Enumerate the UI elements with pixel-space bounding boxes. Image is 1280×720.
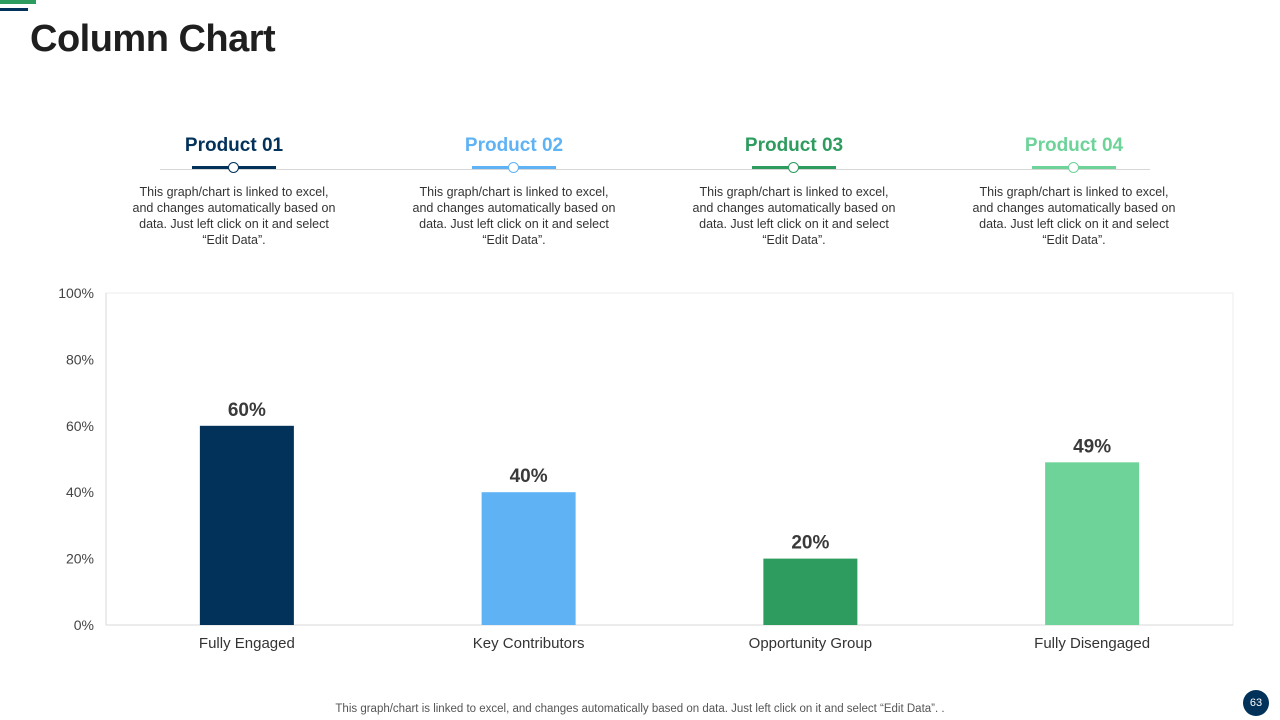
product-underline <box>472 162 556 173</box>
accent-bar-secondary <box>0 8 28 11</box>
accent-bar <box>0 0 36 4</box>
product-card-3: Product 03 This graph/chart is linked to… <box>684 133 904 248</box>
product-title: Product 03 <box>744 135 844 156</box>
x-tick-label: Fully Engaged <box>199 635 295 652</box>
product-description: This graph/chart is linked to excel, and… <box>132 185 336 247</box>
x-tick-label: Fully Disengaged <box>1034 635 1150 652</box>
bar <box>763 558 858 625</box>
timeline-marker <box>1068 162 1079 173</box>
data-label: 49% <box>1073 436 1111 457</box>
product-description: This graph/chart is linked to excel, and… <box>412 185 616 247</box>
y-tick-label: 0% <box>74 617 94 633</box>
page-number-badge: 63 <box>1243 690 1269 716</box>
timeline-line <box>160 169 1150 170</box>
y-tick-label: 80% <box>66 351 94 367</box>
y-tick-label: 100% <box>58 285 94 301</box>
footer-note: This graph/chart is linked to excel, and… <box>335 703 945 715</box>
y-tick-label: 20% <box>66 551 94 567</box>
product-title: Product 02 <box>464 135 564 156</box>
timeline-marker <box>228 162 239 173</box>
data-label: 60% <box>228 400 266 421</box>
bar <box>1045 462 1140 625</box>
data-label: 40% <box>510 466 548 487</box>
product-card-1: Product 01 This graph/chart is linked to… <box>124 133 344 248</box>
timeline-marker <box>508 162 519 173</box>
bar <box>481 492 576 625</box>
product-card-2: Product 02 This graph/chart is linked to… <box>404 133 624 248</box>
product-description: This graph/chart is linked to excel, and… <box>692 185 896 247</box>
product-underline <box>1032 162 1116 173</box>
bar <box>199 425 294 625</box>
product-card-4: Product 04 This graph/chart is linked to… <box>964 133 1184 248</box>
data-label: 20% <box>791 533 829 554</box>
page-title: Column Chart <box>30 18 276 60</box>
timeline-marker <box>788 162 799 173</box>
y-tick-label: 60% <box>66 418 94 434</box>
x-tick-label: Opportunity Group <box>749 635 872 652</box>
y-tick-label: 40% <box>66 484 94 500</box>
x-tick-label: Key Contributors <box>473 635 585 652</box>
product-underline <box>752 162 836 173</box>
product-title: Product 01 <box>184 135 284 156</box>
product-description: This graph/chart is linked to excel, and… <box>972 185 1176 247</box>
product-underline <box>192 162 276 173</box>
product-title: Product 04 <box>1024 135 1124 156</box>
